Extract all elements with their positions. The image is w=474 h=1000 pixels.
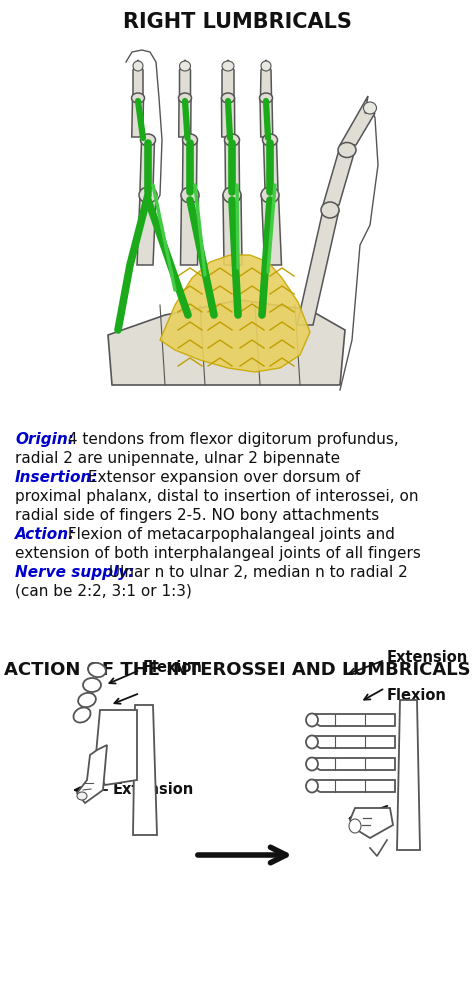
Polygon shape (137, 195, 156, 265)
Ellipse shape (179, 93, 191, 103)
Ellipse shape (83, 678, 101, 692)
Ellipse shape (140, 134, 155, 146)
Polygon shape (181, 195, 199, 265)
Text: ACTION OF THE INTEROSSEI AND LUMBRICALS: ACTION OF THE INTEROSSEI AND LUMBRICALS (4, 661, 470, 679)
Polygon shape (223, 195, 242, 265)
Ellipse shape (88, 663, 106, 677)
Polygon shape (180, 60, 191, 96)
Text: Flexion of metacarpophalangeal joints and: Flexion of metacarpophalangeal joints an… (63, 527, 395, 542)
Ellipse shape (306, 736, 318, 748)
Ellipse shape (77, 792, 87, 800)
Text: Flexion: Flexion (387, 688, 447, 702)
Ellipse shape (131, 93, 145, 103)
Text: Nerve supply:: Nerve supply: (15, 565, 134, 580)
Text: Ulnar n to ulnar 2, median n to radial 2: Ulnar n to ulnar 2, median n to radial 2 (104, 565, 408, 580)
Polygon shape (397, 700, 420, 850)
Polygon shape (260, 98, 273, 137)
Text: proximal phalanx, distal to insertion of interossei, on: proximal phalanx, distal to insertion of… (15, 489, 419, 504)
Text: Extension: Extension (113, 782, 194, 798)
Text: Extension: Extension (387, 650, 468, 666)
Ellipse shape (338, 142, 356, 157)
Polygon shape (221, 98, 235, 137)
Polygon shape (179, 98, 191, 137)
Polygon shape (133, 60, 143, 96)
Polygon shape (264, 140, 278, 190)
Ellipse shape (222, 61, 234, 71)
Polygon shape (323, 150, 355, 205)
Text: radial side of fingers 2-5. NO bony attachments: radial side of fingers 2-5. NO bony atta… (15, 508, 379, 523)
Text: RIGHT LUMBRICALS: RIGHT LUMBRICALS (123, 12, 351, 32)
Ellipse shape (133, 61, 143, 71)
Ellipse shape (181, 187, 199, 203)
Polygon shape (182, 140, 197, 190)
Ellipse shape (261, 187, 279, 203)
Polygon shape (310, 714, 395, 726)
Polygon shape (160, 255, 310, 372)
Text: Insertion:: Insertion: (15, 470, 99, 485)
Polygon shape (340, 96, 375, 145)
Text: Extensor expansion over dorsum of: Extensor expansion over dorsum of (83, 470, 360, 485)
Ellipse shape (261, 61, 271, 71)
Polygon shape (108, 300, 345, 385)
Text: extension of both interphalangeal joints of all fingers: extension of both interphalangeal joints… (15, 546, 421, 561)
Polygon shape (297, 210, 339, 325)
Ellipse shape (78, 693, 96, 707)
Text: radial 2 are unipennate, ulnar 2 bipennate: radial 2 are unipennate, ulnar 2 bipenna… (15, 451, 340, 466)
Ellipse shape (306, 780, 318, 792)
Polygon shape (133, 705, 157, 835)
Ellipse shape (73, 707, 91, 723)
Ellipse shape (221, 93, 235, 103)
Polygon shape (261, 60, 272, 96)
Ellipse shape (349, 819, 361, 833)
Polygon shape (262, 195, 282, 265)
Polygon shape (225, 140, 239, 190)
Text: Flexion: Flexion (143, 660, 203, 676)
Polygon shape (310, 736, 395, 748)
Polygon shape (310, 780, 395, 792)
Ellipse shape (263, 134, 277, 146)
Text: Action:: Action: (15, 527, 75, 542)
Ellipse shape (259, 93, 273, 103)
Polygon shape (310, 758, 395, 770)
Ellipse shape (306, 714, 318, 726)
Text: Origin:: Origin: (15, 432, 74, 447)
Ellipse shape (321, 202, 339, 218)
Ellipse shape (306, 758, 318, 770)
Polygon shape (222, 60, 234, 96)
Ellipse shape (364, 102, 376, 114)
Polygon shape (95, 710, 137, 785)
Polygon shape (77, 745, 107, 803)
Ellipse shape (182, 134, 198, 146)
Text: (can be 2:2, 3:1 or 1:3): (can be 2:2, 3:1 or 1:3) (15, 584, 192, 599)
Ellipse shape (180, 61, 191, 71)
Polygon shape (140, 140, 155, 190)
Ellipse shape (139, 187, 157, 203)
Text: 4 tendons from flexor digitorum profundus,: 4 tendons from flexor digitorum profundu… (63, 432, 399, 447)
Polygon shape (350, 808, 393, 838)
Ellipse shape (225, 134, 239, 146)
Polygon shape (132, 98, 144, 137)
Ellipse shape (223, 187, 241, 203)
